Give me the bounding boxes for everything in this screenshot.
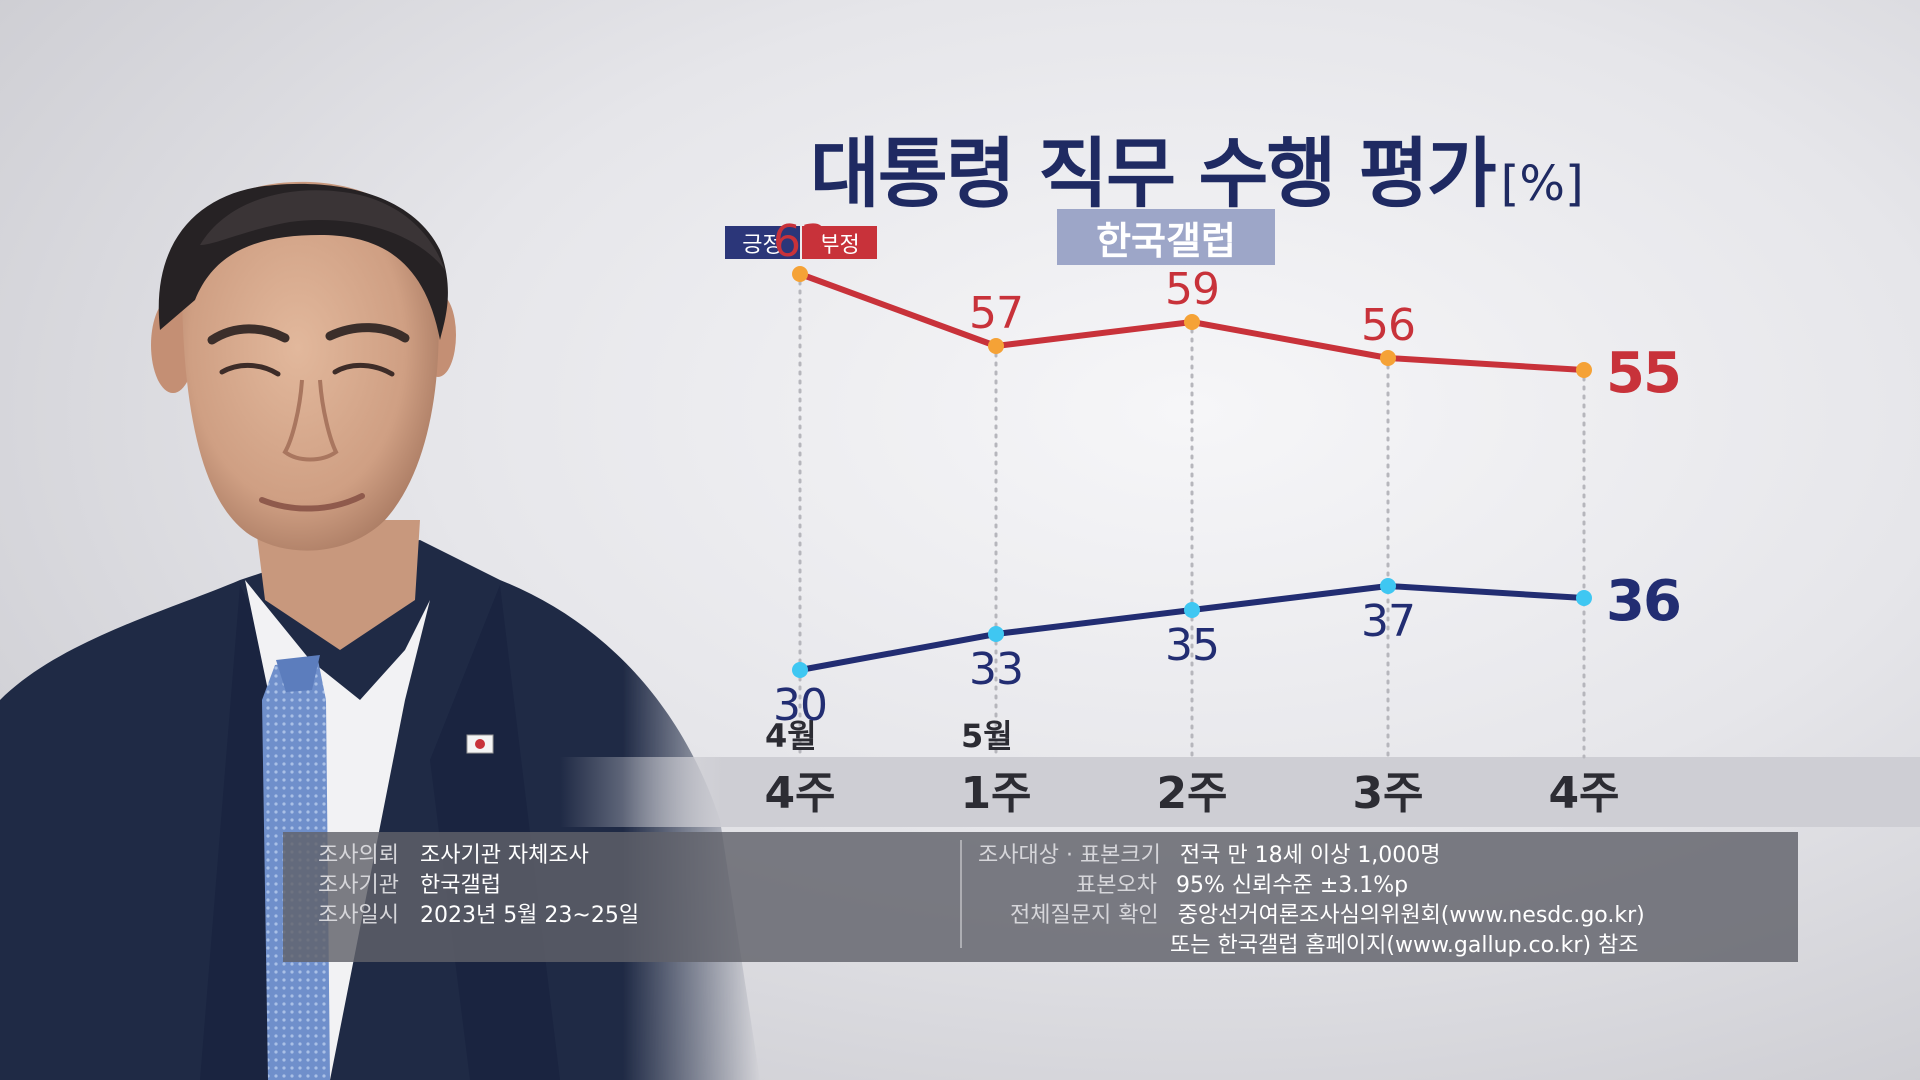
info-row-agency: 조사기관 한국갤럽	[318, 867, 501, 898]
data-label: 37	[1361, 596, 1415, 647]
info-label: 전체질문지 확인	[1010, 903, 1159, 928]
x-tick-label: 3주	[1352, 768, 1423, 819]
survey-info-divider	[960, 840, 962, 948]
data-point	[988, 338, 1004, 354]
chart-title: 대통령 직무 수행 평가 [%]	[810, 112, 1584, 218]
legend-negative: 부정	[802, 226, 877, 259]
x-tick-label: 4주	[764, 768, 835, 819]
info-row-sample: 조사대상 · 표본크기 전국 만 18세 이상 1,000명	[978, 837, 1441, 868]
data-label: 56	[1361, 300, 1415, 351]
info-value: 또는 한국갤럽 홈페이지(www.gallup.co.kr) 참조	[1170, 933, 1639, 958]
data-label: 36	[1606, 569, 1680, 634]
info-row-date: 조사일시 2023년 5월 23~25일	[318, 897, 640, 928]
data-point	[1576, 362, 1592, 378]
info-row-error: 표본오차 95% 신뢰수준 ±3.1%p	[1076, 867, 1409, 898]
data-point	[1576, 590, 1592, 606]
info-row-gallup: 또는 한국갤럽 홈페이지(www.gallup.co.kr) 참조	[1170, 927, 1639, 958]
info-value: 전국 만 18세 이상 1,000명	[1179, 843, 1441, 868]
info-value: 2023년 5월 23~25일	[419, 903, 640, 928]
source-badge: 한국갤럽	[1057, 209, 1275, 265]
info-row-questionnaire: 전체질문지 확인 중앙선거여론조사심의위원회(www.nesdc.go.kr)	[1010, 897, 1645, 928]
info-label: 조사의뢰	[318, 843, 399, 868]
info-label: 조사대상 · 표본크기	[978, 843, 1161, 868]
info-row-requester: 조사의뢰 조사기관 자체조사	[318, 837, 589, 868]
x-tick-label: 2주	[1156, 768, 1227, 819]
survey-info-box	[283, 832, 1798, 962]
x-tick-label: 4주	[1548, 768, 1619, 819]
legend-positive: 긍정	[725, 226, 800, 259]
data-point	[1380, 350, 1396, 366]
data-label: 63	[773, 216, 827, 267]
x-tick-label: 1주	[960, 768, 1031, 819]
data-point	[792, 662, 808, 678]
info-value: 한국갤럽	[419, 873, 501, 898]
data-label: 33	[969, 644, 1023, 695]
data-label: 57	[969, 288, 1023, 339]
chart-title-text: 대통령 직무 수행 평가	[810, 129, 1497, 218]
data-point	[1380, 578, 1396, 594]
data-label: 55	[1606, 341, 1680, 406]
data-point	[988, 626, 1004, 642]
data-label: 35	[1165, 620, 1219, 671]
info-value: 중앙선거여론조사심의위원회(www.nesdc.go.kr)	[1177, 903, 1645, 928]
week-axis-band	[560, 757, 1920, 827]
data-label: 59	[1165, 264, 1219, 315]
data-point	[1184, 602, 1200, 618]
info-label: 조사기관	[318, 873, 399, 898]
month-label: 5월	[961, 717, 1013, 755]
info-value: 95% 신뢰수준 ±3.1%p	[1175, 873, 1409, 898]
data-point	[1184, 314, 1200, 330]
chart-title-unit: [%]	[1500, 156, 1584, 212]
month-label: 4월	[765, 717, 817, 755]
data-point	[792, 266, 808, 282]
info-label: 표본오차	[1076, 873, 1157, 898]
info-label: 조사일시	[318, 903, 399, 928]
data-label: 30	[773, 680, 827, 731]
info-value: 조사기관 자체조사	[419, 843, 589, 868]
